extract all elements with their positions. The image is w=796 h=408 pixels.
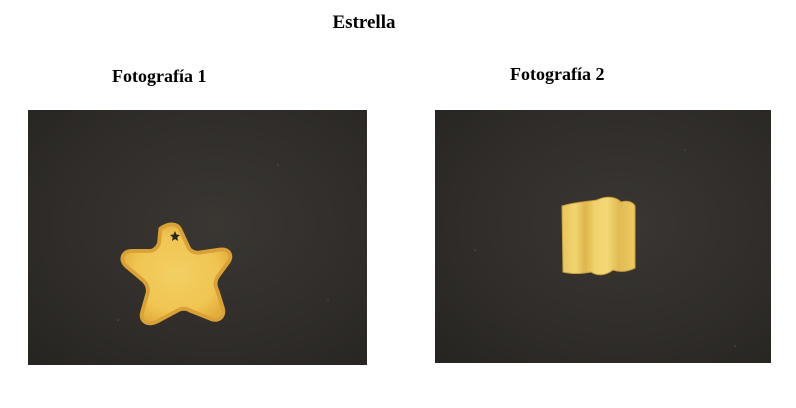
- figure-caption-2: Fotografía 2: [510, 64, 605, 84]
- star-pasta-side-shape: [561, 196, 636, 276]
- star-pasta-shape: [120, 222, 233, 326]
- page-title: Estrella: [332, 12, 396, 33]
- star-hole: [170, 231, 180, 241]
- star-pasta-side-illustration: [474, 149, 736, 347]
- star-pasta-illustration: [117, 164, 329, 326]
- photo-star-top-view: [28, 110, 367, 365]
- photo-star-side-view: [435, 110, 771, 363]
- figure-caption-1: Fotografía 1: [112, 66, 207, 86]
